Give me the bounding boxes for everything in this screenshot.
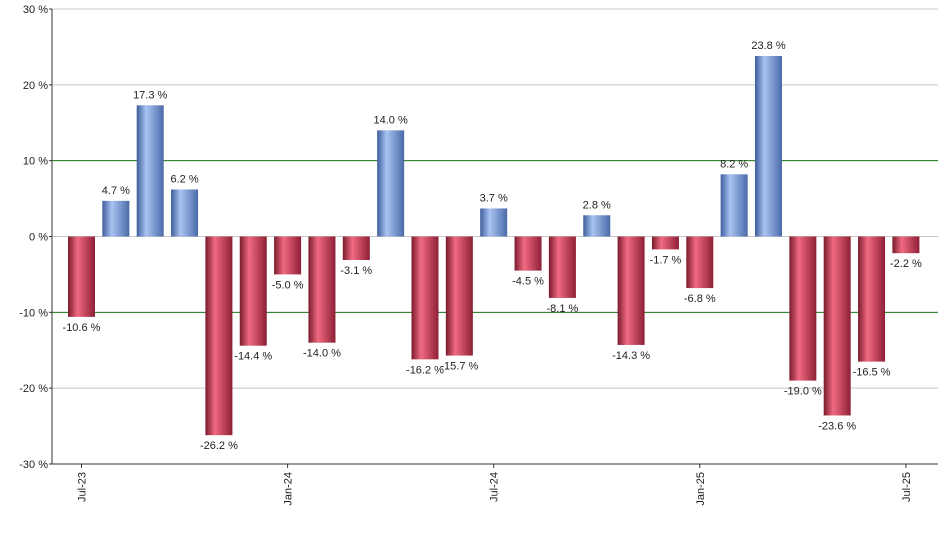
y-tick-label: -20 % bbox=[19, 383, 48, 395]
bar-negative bbox=[411, 236, 439, 360]
data-label: -1.7 % bbox=[650, 254, 682, 266]
data-label: -5.0 % bbox=[272, 279, 304, 291]
y-tick-label: 10 % bbox=[23, 156, 48, 168]
data-label: -8.1 % bbox=[547, 303, 579, 315]
bar-negative bbox=[651, 236, 679, 250]
data-label: 2.8 % bbox=[583, 199, 611, 211]
bar-positive bbox=[720, 174, 748, 237]
x-tick-label: Jul-23 bbox=[77, 472, 89, 502]
data-label: 8.2 % bbox=[720, 158, 748, 170]
bar-negative bbox=[548, 236, 576, 298]
bar-negative bbox=[239, 236, 267, 346]
data-label: -26.2 % bbox=[200, 440, 238, 452]
data-label: -16.5 % bbox=[853, 367, 891, 379]
data-label: -14.4 % bbox=[234, 351, 272, 363]
bar-negative bbox=[205, 236, 233, 436]
bar-negative bbox=[308, 236, 336, 343]
bar-negative bbox=[342, 236, 370, 261]
data-label: -19.0 % bbox=[784, 386, 822, 398]
x-tick-label: Jan-24 bbox=[283, 472, 295, 506]
x-tick-label: Jan-25 bbox=[695, 472, 707, 506]
bar-positive bbox=[755, 56, 782, 237]
y-tick-label: -30 % bbox=[19, 459, 48, 471]
data-label: -14.3 % bbox=[612, 350, 650, 362]
x-tick-label: Jul-25 bbox=[901, 472, 913, 502]
bar-positive bbox=[480, 208, 508, 237]
x-tick-label: Jul-24 bbox=[489, 472, 501, 502]
bar-negative bbox=[858, 236, 886, 362]
bar-negative bbox=[514, 236, 542, 271]
data-label: -16.2 % bbox=[406, 364, 444, 376]
bar-positive bbox=[583, 215, 611, 237]
data-label: -15.7 % bbox=[440, 361, 478, 373]
data-label: 3.7 % bbox=[480, 192, 508, 204]
bar-positive bbox=[377, 130, 405, 237]
data-label: -3.1 % bbox=[340, 265, 372, 277]
bar-negative bbox=[686, 236, 714, 289]
bars bbox=[68, 56, 920, 436]
bar-positive bbox=[171, 189, 199, 237]
y-tick-label: 20 % bbox=[23, 80, 48, 92]
data-label: 17.3 % bbox=[133, 89, 167, 101]
bar-negative bbox=[892, 236, 920, 254]
data-label: -23.6 % bbox=[818, 420, 856, 432]
y-tick-label: 30 % bbox=[23, 4, 48, 16]
data-label: -4.5 % bbox=[512, 276, 544, 288]
data-label: -10.6 % bbox=[63, 322, 101, 334]
y-tick-label: 0 % bbox=[29, 232, 48, 244]
data-label: 23.8 % bbox=[751, 40, 785, 52]
bar-negative bbox=[68, 236, 95, 317]
data-label: 14.0 % bbox=[374, 114, 408, 126]
data-label: 4.7 % bbox=[102, 185, 130, 197]
bar-negative bbox=[823, 236, 851, 416]
bar-negative bbox=[274, 236, 302, 275]
axes: 30 % 20 % 10 % 0 % -10 % -20 % -30 % Jul-23 Jan-… bbox=[19, 4, 938, 506]
bar-positive bbox=[136, 105, 164, 237]
data-label: -14.0 % bbox=[303, 348, 341, 360]
bar-positive bbox=[102, 200, 130, 237]
bar-negative bbox=[445, 236, 473, 356]
y-tick-label: -10 % bbox=[19, 307, 48, 319]
bar-negative bbox=[789, 236, 817, 381]
data-label: -6.8 % bbox=[684, 293, 716, 305]
data-labels: -10.6 % 4.7 % 17.3 % 6.2 % -26.2 % -14.4 % -5.… bbox=[63, 40, 922, 452]
data-label: -2.2 % bbox=[890, 258, 922, 270]
bar-negative bbox=[617, 236, 645, 345]
data-label: 6.2 % bbox=[170, 173, 198, 185]
